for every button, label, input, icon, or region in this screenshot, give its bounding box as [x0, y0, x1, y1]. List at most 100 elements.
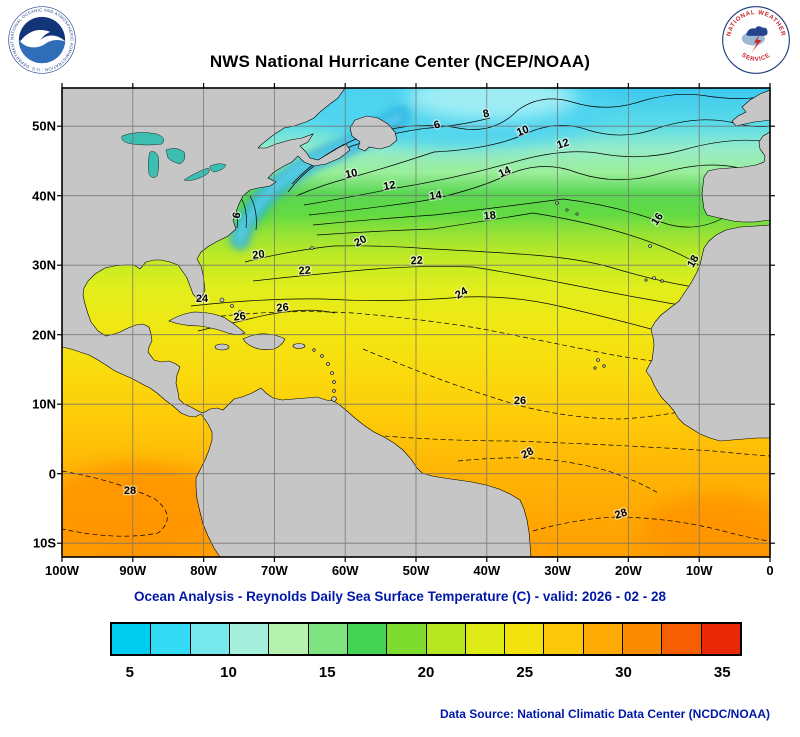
isotherm-28-pacific	[62, 470, 168, 537]
colorbar-segment-11	[544, 624, 584, 654]
lat-label-10S: 10S	[32, 535, 56, 551]
colorbar-segment-14	[662, 624, 702, 654]
colorbar-segment-4	[269, 624, 309, 654]
nws-bottom-text: SERVICE	[740, 52, 771, 63]
lon-label-0: 0	[766, 563, 774, 578]
lat-label-10N: 10N	[32, 396, 56, 412]
contour-label-26: 26	[276, 301, 289, 314]
americas-landmass	[62, 88, 532, 557]
contour-label-12: 12	[382, 179, 396, 193]
cold-core-overlay	[407, 88, 577, 120]
data-source-note: Data Source: National Climatic Data Cent…	[439, 707, 770, 721]
lon-label-70W: 70W	[261, 563, 288, 578]
lon-label-100W: 100W	[45, 563, 79, 578]
contour-label-28: 28	[124, 485, 136, 497]
lat-label-30N: 30N	[32, 257, 56, 273]
shelf-cold-tongue-core	[235, 112, 404, 244]
colorbar-segment-13	[623, 624, 663, 654]
contour-label-26: 26	[514, 395, 526, 407]
iberia-france-landmass	[701, 131, 770, 223]
colorbar-segment-0	[112, 624, 152, 654]
contour-label-26: 26	[233, 310, 246, 323]
colorbar-segment-6	[347, 624, 388, 654]
great-lakes	[121, 132, 227, 181]
isotherm-shelf-2	[240, 197, 247, 229]
land-group	[62, 88, 770, 557]
lon-label-90W: 90W	[119, 563, 147, 578]
jamaica-island	[214, 343, 230, 351]
nws-cloud-icon	[746, 26, 768, 36]
contour-label-6: 6	[231, 211, 244, 219]
contour-label-8: 8	[482, 108, 491, 121]
colorbar-segment-8	[426, 624, 466, 654]
colorbar-tick-25: 25	[516, 664, 534, 681]
small-islands	[219, 201, 664, 402]
warm-pool-pacific	[62, 463, 232, 557]
contour-label-10: 10	[344, 167, 358, 181]
contour-label-24: 24	[196, 293, 209, 305]
noaa-seagull-icon	[20, 30, 66, 48]
graticule-grid	[62, 88, 770, 557]
africa-landmass	[645, 224, 770, 442]
nws-logo: NATIONAL WEATHER SERVICE	[722, 6, 790, 74]
colorbar-segment-10	[505, 624, 545, 654]
contour-label-28: 28	[613, 507, 628, 522]
colorbar-segment-3	[229, 624, 270, 654]
colorbar-tick-15: 15	[318, 664, 336, 681]
colorbar-segment-7	[387, 624, 427, 654]
colorbar-segment-1	[151, 624, 191, 654]
colorbar-segment-2	[190, 624, 230, 654]
newfoundland-island	[349, 115, 398, 152]
lon-label-80W: 80W	[190, 563, 217, 578]
england-landmass	[731, 89, 770, 127]
isotherm-14	[308, 164, 770, 216]
contour-label-22: 22	[410, 255, 423, 268]
sst-map: 6 8 10 12 14 6 10 12 14 16 18 18 20 20 22 22 24 24 26 26 26 2…	[57, 83, 775, 562]
page-title: NWS National Hurricane Center (NCEP/NOAA…	[209, 52, 591, 71]
puerto-rico-island	[292, 343, 306, 349]
lon-label-20W: 20W	[615, 563, 642, 578]
colorbar-segment-12	[583, 624, 624, 654]
lake-superior	[121, 132, 164, 146]
lake-ontario	[209, 163, 227, 173]
lake-huron	[165, 148, 186, 165]
contour-label-22: 22	[298, 265, 311, 278]
colorbar-segment-15	[701, 624, 740, 654]
lat-label-50N: 50N	[32, 118, 56, 134]
contour-label-14: 14	[429, 189, 444, 203]
contour-label-20: 20	[252, 248, 266, 262]
noaa-logo: NATIONAL OCEANIC AND ATMOSPHERIC ADMINIS…	[8, 6, 76, 74]
lat-label-20N: 20N	[32, 327, 56, 343]
lat-label-0: 0	[48, 466, 56, 482]
colorbar-tick-30: 30	[615, 664, 632, 681]
isotherm-12	[303, 139, 770, 206]
lon-label-60W: 60W	[331, 563, 359, 578]
lon-label-10W: 10W	[685, 563, 713, 578]
colorbar-segment-5	[308, 624, 348, 654]
axis-ticks	[57, 83, 775, 562]
isotherm-shelf-3	[249, 195, 257, 231]
lat-label-40N: 40N	[32, 188, 56, 204]
contour-label-10: 10	[515, 123, 531, 139]
contour-label-18: 18	[483, 210, 496, 223]
lon-label-50W: 50W	[402, 563, 430, 578]
nws-bottom-textpath: SERVICE	[740, 52, 771, 63]
colorbar	[110, 622, 742, 656]
isotherm-25-dashed	[212, 311, 770, 370]
isotherm-26-dashed	[362, 348, 714, 420]
cuba-island	[168, 311, 246, 335]
contour-label-12: 12	[555, 137, 570, 152]
isotherm-28-atlantic	[457, 457, 659, 494]
isotherm-20	[244, 245, 770, 291]
map-subtitle: Ocean Analysis - Reynolds Daily Sea Surf…	[134, 589, 666, 604]
colorbar-tick-35: 35	[713, 664, 731, 681]
isotherm-27-dashed	[312, 428, 770, 457]
colorbar-segment-9	[465, 624, 506, 654]
colorbar-tick-20: 20	[417, 664, 435, 681]
lon-label-30W: 30W	[544, 563, 571, 578]
lake-erie	[183, 167, 210, 181]
colorbar-tick-10: 10	[220, 664, 237, 681]
